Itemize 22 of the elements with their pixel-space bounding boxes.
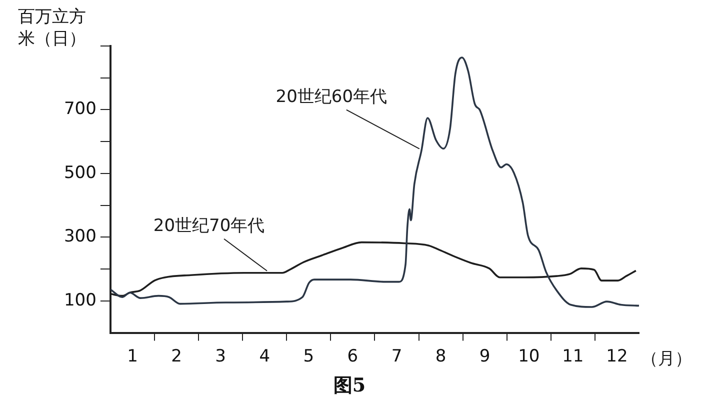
text: 20世纪70年代 bbox=[153, 216, 265, 236]
text: 20世纪60年代 bbox=[276, 86, 388, 107]
y-tick-label: 100 bbox=[64, 290, 96, 310]
y-tick-label: 700 bbox=[64, 99, 96, 120]
x-axis-title: （月） bbox=[641, 349, 692, 370]
x-tick-label: 10 bbox=[518, 346, 540, 366]
x-tick-label: 8 bbox=[435, 346, 446, 366]
x-tick-label: 7 bbox=[391, 346, 402, 366]
y-tick-label: 300 bbox=[64, 226, 96, 247]
y-axis-title: 百万立方米（日） bbox=[18, 6, 87, 50]
x-tick-label: 12 bbox=[606, 346, 628, 366]
x-tick-label: 2 bbox=[171, 346, 182, 366]
x-tick-label: 11 bbox=[562, 346, 584, 366]
x-tick-label: 9 bbox=[479, 346, 490, 366]
x-tick-label: 6 bbox=[347, 346, 358, 366]
x-tick-label: 1 bbox=[127, 346, 138, 366]
text: 图5 bbox=[333, 374, 366, 397]
x-tick-label: 5 bbox=[303, 346, 314, 366]
x-tick-label: 4 bbox=[259, 346, 270, 366]
line-series bbox=[110, 56, 639, 308]
x-tick-label: 3 bbox=[215, 346, 226, 366]
y-tick-label: 500 bbox=[64, 162, 96, 183]
